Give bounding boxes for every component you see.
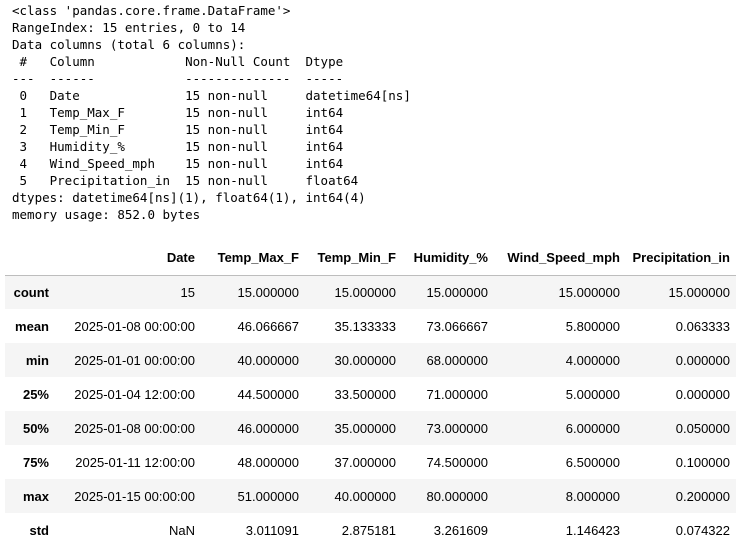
header-row: Date Temp_Max_F Temp_Min_F Humidity_% Wi… <box>5 241 736 276</box>
info-line: Data columns (total 6 columns): <box>12 37 246 52</box>
table-cell: 0.074322 <box>675 522 730 538</box>
table-cell: 6.500000 <box>565 454 620 470</box>
table-cell: 33.500000 <box>334 386 396 402</box>
table-row: mean 2025-01-08 00:00:00 46.066667 35.13… <box>5 309 736 343</box>
table-cell: 0.100000 <box>675 454 730 470</box>
row-label: 75% <box>22 454 49 470</box>
table-cell: NaN <box>168 522 195 538</box>
row-label: 25% <box>22 386 49 402</box>
table-cell: 0.200000 <box>675 488 730 504</box>
table-row: max 2025-01-15 00:00:00 51.000000 40.000… <box>5 479 736 513</box>
table-cell: 35.133333 <box>334 318 396 334</box>
column-header-temp-max: Temp_Max_F <box>201 241 305 276</box>
column-header-wind-speed: Wind_Speed_mph <box>494 241 626 276</box>
row-label: min <box>25 352 49 368</box>
table-cell: 0.063333 <box>675 318 730 334</box>
table-cell: 2025-01-11 12:00:00 <box>75 454 195 470</box>
table-cell: 46.000000 <box>237 420 299 436</box>
row-label: count <box>13 284 49 300</box>
column-header-temp-min: Temp_Min_F <box>305 241 402 276</box>
table-cell: 0.000000 <box>675 352 730 368</box>
table-cell: 2025-01-08 00:00:00 <box>74 420 195 436</box>
table-body: count 15 15.000000 15.000000 15.000000 1… <box>5 275 736 547</box>
column-header-date: Date <box>55 241 201 276</box>
table-cell: 35.000000 <box>334 420 396 436</box>
column-header-humidity: Humidity_% <box>402 241 494 276</box>
dataframe-info-output: <class 'pandas.core.frame.DataFrame'> Ra… <box>12 2 411 223</box>
table-cell: 8.000000 <box>565 488 620 504</box>
info-line: 3 Humidity_% 15 non-null int64 <box>12 139 344 154</box>
info-line: # Column Non-Null Count Dtype <box>12 54 344 69</box>
table-row: count 15 15.000000 15.000000 15.000000 1… <box>5 275 736 309</box>
table-cell: 2025-01-01 00:00:00 <box>74 352 195 368</box>
row-label: 50% <box>22 420 49 436</box>
table-cell: 0.000000 <box>675 386 730 402</box>
table-cell: 73.066667 <box>426 318 488 334</box>
index-header <box>5 241 55 276</box>
table-cell: 74.500000 <box>426 454 488 470</box>
table-cell: 40.000000 <box>334 488 396 504</box>
table-cell: 40.000000 <box>237 352 299 368</box>
table-cell: 44.500000 <box>237 386 299 402</box>
info-line: memory usage: 852.0 bytes <box>12 207 201 222</box>
table-cell: 15 <box>180 284 195 300</box>
table-cell: 51.000000 <box>237 488 299 504</box>
describe-table: Date Temp_Max_F Temp_Min_F Humidity_% Wi… <box>5 241 736 547</box>
table-row: 75% 2025-01-11 12:00:00 48.000000 37.000… <box>5 445 736 479</box>
table-cell: 2025-01-15 00:00:00 <box>74 488 195 504</box>
table-cell: 5.800000 <box>565 318 620 334</box>
table-row: min 2025-01-01 00:00:00 40.000000 30.000… <box>5 343 736 377</box>
info-line: 4 Wind_Speed_mph 15 non-null int64 <box>12 156 344 171</box>
table-cell: 30.000000 <box>334 352 396 368</box>
table-cell: 3.261609 <box>433 522 488 538</box>
table-cell: 0.050000 <box>675 420 730 436</box>
table-cell: 37.000000 <box>334 454 396 470</box>
table-cell: 2.875181 <box>341 522 396 538</box>
table-cell: 3.011091 <box>245 522 299 538</box>
info-line: 0 Date 15 non-null datetime64[ns] <box>12 88 411 103</box>
table-cell: 2025-01-04 12:00:00 <box>74 386 195 402</box>
column-header-precipitation: Precipitation_in <box>626 241 736 276</box>
row-label: std <box>29 522 50 538</box>
info-line: 1 Temp_Max_F 15 non-null int64 <box>12 105 344 120</box>
table-cell: 6.000000 <box>565 420 620 436</box>
table-header: Date Temp_Max_F Temp_Min_F Humidity_% Wi… <box>5 241 736 276</box>
table-cell: 15.000000 <box>426 284 488 300</box>
info-line: RangeIndex: 15 entries, 0 to 14 <box>12 20 246 35</box>
table-cell: 2025-01-08 00:00:00 <box>74 318 195 334</box>
notebook-output: <class 'pandas.core.frame.DataFrame'> Ra… <box>5 2 736 538</box>
table-cell: 68.000000 <box>426 352 488 368</box>
table-cell: 5.000000 <box>565 386 620 402</box>
table-cell: 15.000000 <box>558 284 620 300</box>
info-line: --- ------ -------------- ----- <box>12 71 344 86</box>
table-cell: 73.000000 <box>426 420 488 436</box>
info-line: dtypes: datetime64[ns](1), float64(1), i… <box>12 190 366 205</box>
info-line: 2 Temp_Min_F 15 non-null int64 <box>12 122 344 137</box>
table-cell: 48.000000 <box>237 454 299 470</box>
table-cell: 71.000000 <box>426 386 488 402</box>
table-cell: 4.000000 <box>565 352 620 368</box>
table-row: 50% 2025-01-08 00:00:00 46.000000 35.000… <box>5 411 736 445</box>
row-label: max <box>22 488 49 504</box>
table-cell: 80.000000 <box>426 488 488 504</box>
table-cell: 15.000000 <box>237 284 299 300</box>
table-cell: 46.066667 <box>237 318 299 334</box>
table-row: std NaN 3.011091 2.875181 3.261609 1.146… <box>5 513 736 547</box>
info-line: <class 'pandas.core.frame.DataFrame'> <box>12 3 291 18</box>
row-label: mean <box>15 318 49 334</box>
table-cell: 15.000000 <box>334 284 396 300</box>
info-line: 5 Precipitation_in 15 non-null float64 <box>12 173 359 188</box>
table-row: 25% 2025-01-04 12:00:00 44.500000 33.500… <box>5 377 736 411</box>
table-cell: 15.000000 <box>668 284 730 300</box>
table-cell: 1.146423 <box>565 522 620 538</box>
